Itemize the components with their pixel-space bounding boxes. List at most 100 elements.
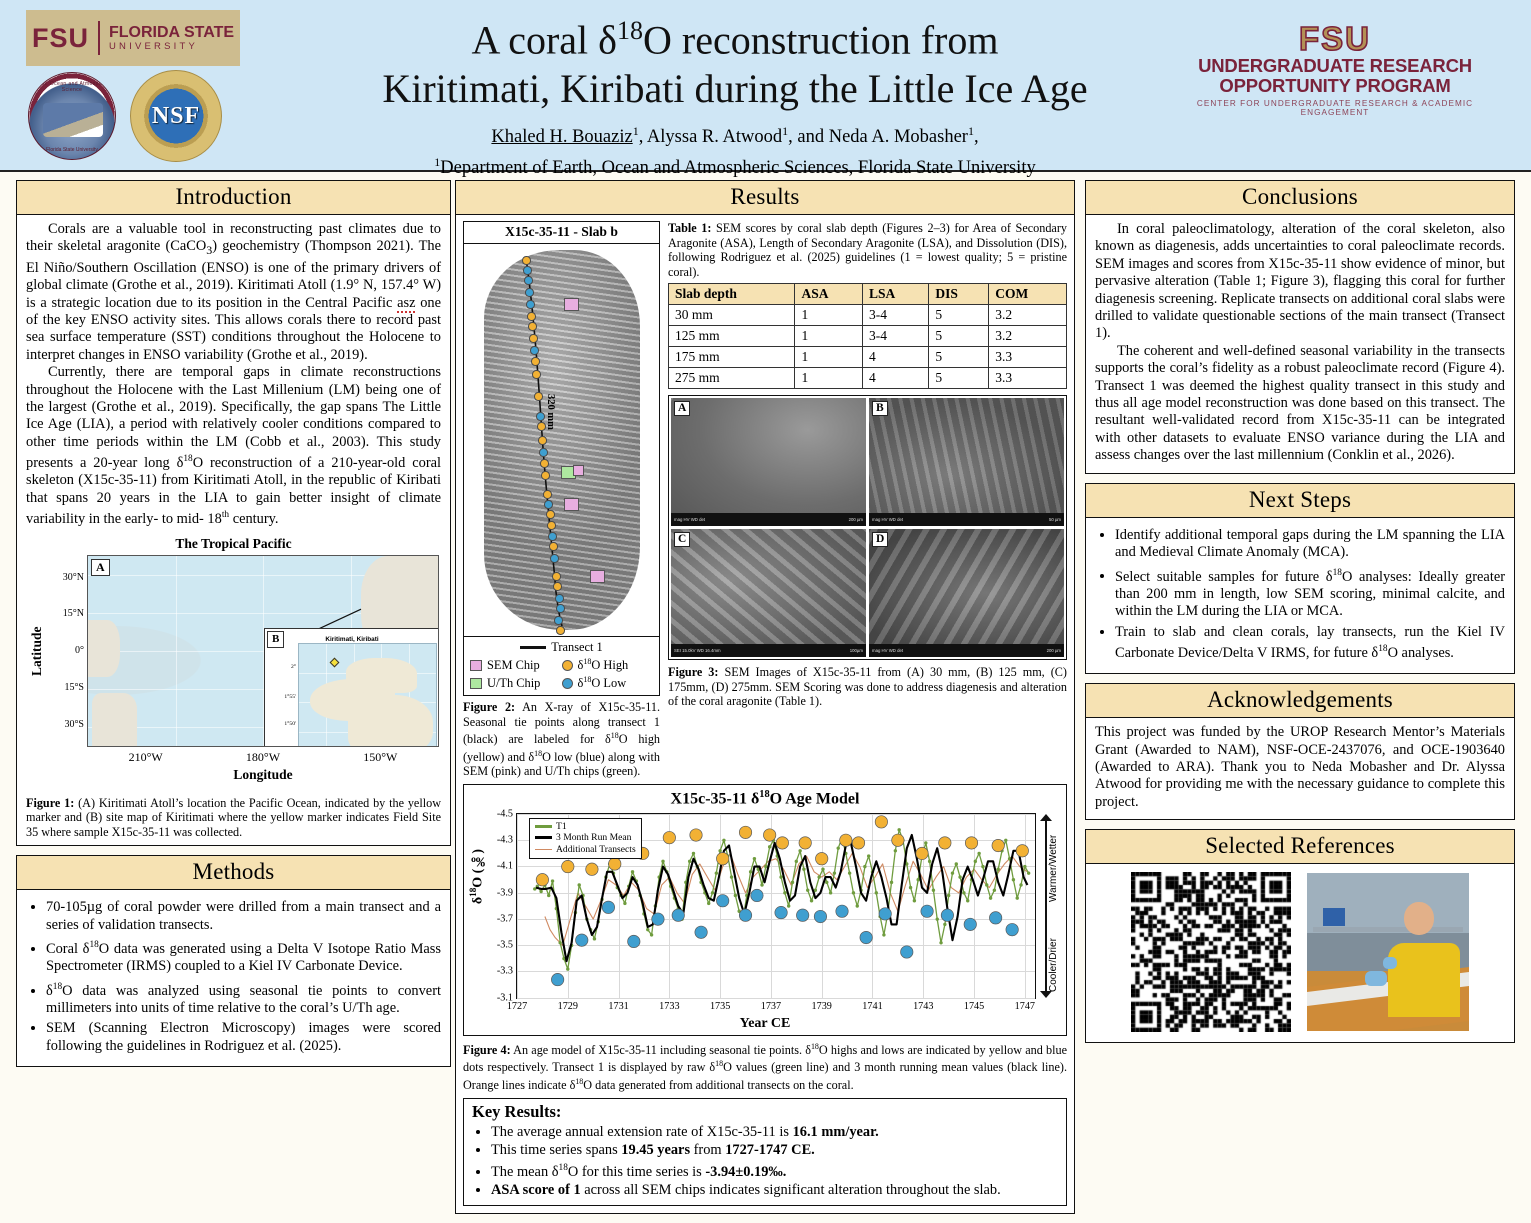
photo-shelf <box>1313 926 1463 932</box>
table-col-com: COM <box>988 283 1067 305</box>
chart-series-marker <box>802 867 806 871</box>
tiepoint-dot-high <box>556 626 565 635</box>
chart-series-svg <box>533 815 1031 986</box>
table-cell: 3.2 <box>988 325 1067 347</box>
researcher-lab-photo <box>1307 873 1469 1032</box>
tiepoint-high-marker <box>991 838 1005 852</box>
urop-line3: CENTER FOR UNDERGRADUATE RESEARCH & ACAD… <box>1196 99 1474 117</box>
tiepoint-high-marker <box>938 836 952 850</box>
chart-series-marker <box>714 871 719 875</box>
tiepoint-dot-high <box>532 370 541 379</box>
slab-legend-uth-label: U/Th Chip <box>487 675 541 690</box>
table-and-sem-column: Table 1: SEM scores by coral slab depth … <box>667 221 1067 778</box>
tiepoint-dot-high <box>522 256 531 265</box>
methods-bullet-0: 70-105µg of coral powder were drilled fr… <box>46 899 441 934</box>
methods-bullet-3: SEM (Scanning Electron Microscopy) image… <box>46 1020 441 1055</box>
map-ytick-2: 0° <box>75 644 84 656</box>
right-column: Conclusions In coral paleoclimatology, a… <box>1085 180 1515 1052</box>
key-result-3-text: across all SEM chips indicates significa… <box>580 1181 1001 1198</box>
next-steps-list: Identify additional temporal gaps during… <box>1095 527 1505 662</box>
chart-series-marker <box>794 859 799 863</box>
table-row: 30 mm 1 3-4 5 3.2 <box>667 304 1067 326</box>
chart-series-marker <box>958 875 962 879</box>
slab-legend-low: δ18O Low <box>561 675 654 691</box>
tiepoint-high-marker <box>585 862 599 876</box>
tiepoint-low-marker <box>1005 922 1019 936</box>
chart-right-axis: Warmer/Wetter Cooler/Drier <box>1036 813 1064 998</box>
chart-series-marker <box>691 851 696 855</box>
figure2-caption: Figure 2: An X-ray of X15c-35-11. Season… <box>463 696 660 778</box>
uth-chip-swatch-icon <box>470 677 482 689</box>
sem-panel-d-label: D <box>872 532 889 547</box>
tiepoint-dot-high <box>529 334 538 343</box>
field-site-marker-icon <box>329 657 339 668</box>
chart-series-marker <box>566 967 570 971</box>
chart-series-marker <box>783 890 787 895</box>
tiepoint-high-marker <box>608 857 622 871</box>
chart-x-gridline <box>974 813 976 998</box>
map-ytick-0: 30°N <box>62 571 84 583</box>
chart-series-marker <box>649 932 654 937</box>
tiepoint-dot-high <box>538 436 547 445</box>
slab-legend-high-label: δ18O High <box>577 657 629 673</box>
low-dot-swatch-icon <box>561 677 573 689</box>
tiepoint-dot-high <box>543 490 552 499</box>
chart-series-marker <box>550 879 555 883</box>
chart-y-tick-label: -4.1 <box>496 860 513 872</box>
chart-x-gridline <box>821 813 823 998</box>
chart-series-marker <box>912 898 917 903</box>
map-xtick-2: 150°W <box>363 749 398 764</box>
photo-person-head <box>1404 901 1435 935</box>
figure1-caption: Figure 1: (A) Kiritimati Atoll’s locatio… <box>17 792 450 846</box>
chart-series-marker <box>809 898 814 903</box>
table-cell: 3.2 <box>988 304 1067 326</box>
tiepoint-low-marker <box>920 904 934 918</box>
chart-series-marker <box>851 890 856 895</box>
acknowledgements-body: This project was funded by the UROP Rese… <box>1086 718 1514 819</box>
tiepoint-low-marker <box>940 908 954 922</box>
tiepoint-dot-low <box>555 594 564 603</box>
map-panel-a-label: A <box>91 558 110 576</box>
chart-y-gridline <box>517 997 1035 999</box>
inset-map-plot <box>298 642 437 746</box>
chart-x-tick-label: 1733 <box>659 1000 680 1012</box>
conclusions-panel: Conclusions In coral paleoclimatology, a… <box>1085 180 1515 474</box>
chart-series-marker <box>939 940 943 945</box>
map-ytick-1: 15°N <box>62 607 84 619</box>
references-media-row <box>1086 864 1514 1042</box>
tiepoint-low-marker <box>694 925 708 939</box>
chart-series-marker <box>764 864 768 869</box>
references-qr-code[interactable] <box>1131 872 1291 1033</box>
sem-chip-swatch-icon <box>470 659 482 671</box>
table-cell: 3.3 <box>988 346 1067 368</box>
chart-x-gridline <box>1024 813 1026 998</box>
sem-image-a: A mag HV WD det 200 µm <box>671 398 866 526</box>
table-cell: 1 <box>794 304 864 326</box>
up-arrow-icon <box>1040 813 1052 821</box>
title-line-2: Kiritimati, Kiribati during the Little I… <box>382 66 1088 112</box>
table-cell: 175 mm <box>667 346 796 368</box>
author-list: Khaled H. Bouaziz1, Alyssa R. Atwood1, a… <box>491 124 979 148</box>
table-col-slab-depth: Slab depth <box>667 283 796 305</box>
pacific-map: A Kiritimati, Kiribati B 2° 1°55' <box>87 554 439 747</box>
figure4-caption: Figure 4: An age model of X15c-35-11 inc… <box>456 1036 1074 1093</box>
tiepoint-low-marker <box>551 972 565 986</box>
tiepoint-low-marker <box>750 888 764 902</box>
sem-scalebar-c: SEI 15.0kV WD 16.4mm 100µm <box>671 644 866 657</box>
chart-series-marker <box>790 880 795 884</box>
urop-line2: OPPORTUNITY PROGRAM <box>1219 75 1451 96</box>
introduction-panel: Introduction Corals are a valuable tool … <box>16 180 451 847</box>
slab-legend: Transect 1 SEM Chip δ18O High <box>464 636 659 695</box>
sem-chip-marker <box>564 298 579 311</box>
tiepoint-dot-high <box>553 582 562 591</box>
chart-y-gridline <box>517 971 1035 973</box>
acknowledgements-text: This project was funded by the UROP Rese… <box>1095 724 1505 810</box>
map-x-ticks: 210°W 180°W 150°W <box>87 749 439 766</box>
chart-series-marker <box>710 890 715 895</box>
tiepoint-high-marker <box>839 833 853 847</box>
poster-header: FSU FLORIDA STATE UNIVERSITY Earth, Ocea… <box>0 0 1531 179</box>
chart-y-gridline <box>517 866 1035 868</box>
chart-series-marker <box>874 890 878 895</box>
tiepoint-low-marker <box>671 908 685 922</box>
table-col-lsa: LSA <box>862 283 930 305</box>
